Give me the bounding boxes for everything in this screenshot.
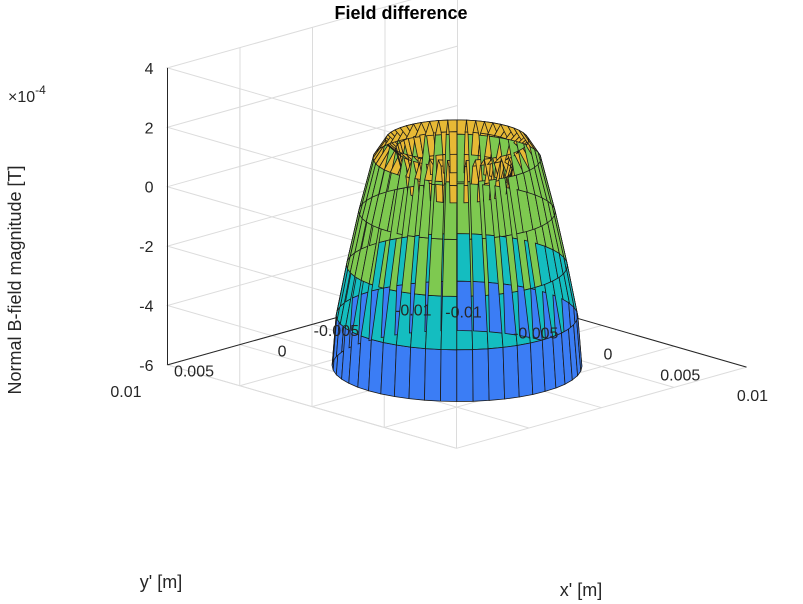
surface-patch: [472, 348, 490, 402]
x-tick-label: 0.005: [660, 367, 700, 384]
surface-patch: [449, 153, 458, 174]
surface-patch: [447, 119, 458, 133]
z-axis-label: Normal B-field magnitude [T]: [5, 165, 25, 394]
surface-patch: [487, 346, 506, 401]
y-tick-label: -0.01: [395, 303, 432, 320]
surface-patch: [424, 348, 442, 402]
x-tick-label: 0.01: [737, 388, 768, 405]
y-tick-label: 0.01: [110, 384, 141, 401]
x-tick-label: 0: [604, 346, 613, 363]
tick-labels: -0.01 -0.005 0 0.005 0.01 -0.01 -0.005 0 0.005 0.…: [110, 61, 768, 405]
surface-patch: [576, 315, 583, 372]
surface-patch: [502, 345, 520, 400]
z-tick-label: 0: [145, 180, 154, 197]
surface-patch: [441, 238, 458, 297]
z-tick-label: 4: [145, 61, 154, 78]
y-tick-label: 0.005: [174, 364, 214, 381]
torus-surface: [331, 119, 583, 402]
surface-patch: [380, 342, 397, 397]
z-tick-label: -4: [139, 299, 153, 316]
x-axis-label: x' [m]: [560, 580, 602, 600]
surface-patch: [440, 349, 458, 402]
surface-patch: [393, 344, 412, 400]
y-axis-label: y' [m]: [140, 572, 182, 592]
x-tick-label: -0.005: [513, 326, 558, 343]
surface-patch: [449, 185, 458, 204]
surface-patch: [435, 183, 444, 203]
z-tick-label: 2: [145, 120, 154, 137]
chart-title: Field difference: [334, 3, 467, 23]
z-tick-label: -2: [139, 239, 153, 256]
y-tick-label: -0.005: [314, 323, 359, 340]
z-tick-label: -6: [139, 358, 153, 375]
surface-patch: [448, 131, 458, 155]
y-tick-label: 0: [278, 343, 287, 360]
x-tick-label: -0.01: [445, 305, 482, 322]
surface-patch: [408, 346, 426, 401]
surface-patch: [456, 349, 474, 402]
z-exponent-label: ×10-4: [8, 83, 46, 106]
